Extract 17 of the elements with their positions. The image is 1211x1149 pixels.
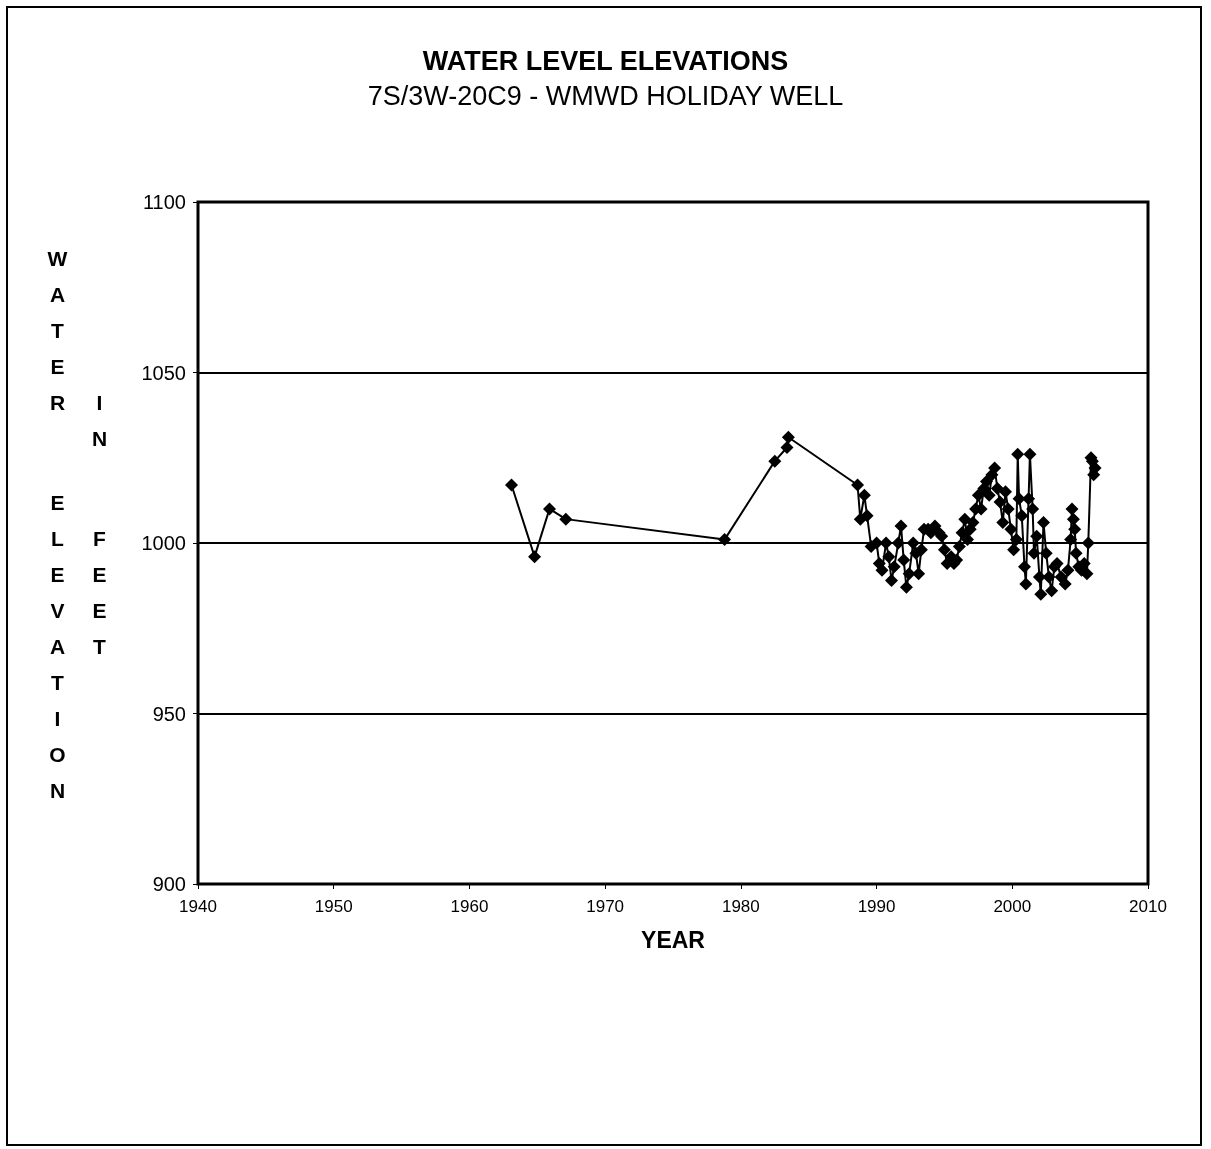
chart-subtitle: 7S/3W-20C9 - WMWD HOLIDAY WELL [367,80,844,111]
x-tick-label: 1960 [450,897,489,916]
y-tick-label: 1050 [141,361,186,384]
y-tick-label: 950 [152,702,186,725]
x-tick-label: 1950 [314,897,353,916]
x-tick-label: 1940 [179,897,217,916]
y-tick-label: 1000 [141,532,186,554]
x-tick-label: 2000 [993,897,1032,916]
x-tick-label: 1970 [586,897,625,916]
y-tick-label: 900 [152,873,186,895]
x-tick-label: 1990 [857,897,896,916]
chart-title: WATER LEVEL ELEVATIONS [422,45,789,76]
y-tick-label: 1100 [142,191,186,213]
x-tick-label: 1980 [721,897,760,916]
x-tick-label: 2010 [1129,897,1167,916]
x-axis-title: YEAR [641,926,706,953]
y-axis-title: WATER ELEVATION IN FEET [45,246,112,817]
